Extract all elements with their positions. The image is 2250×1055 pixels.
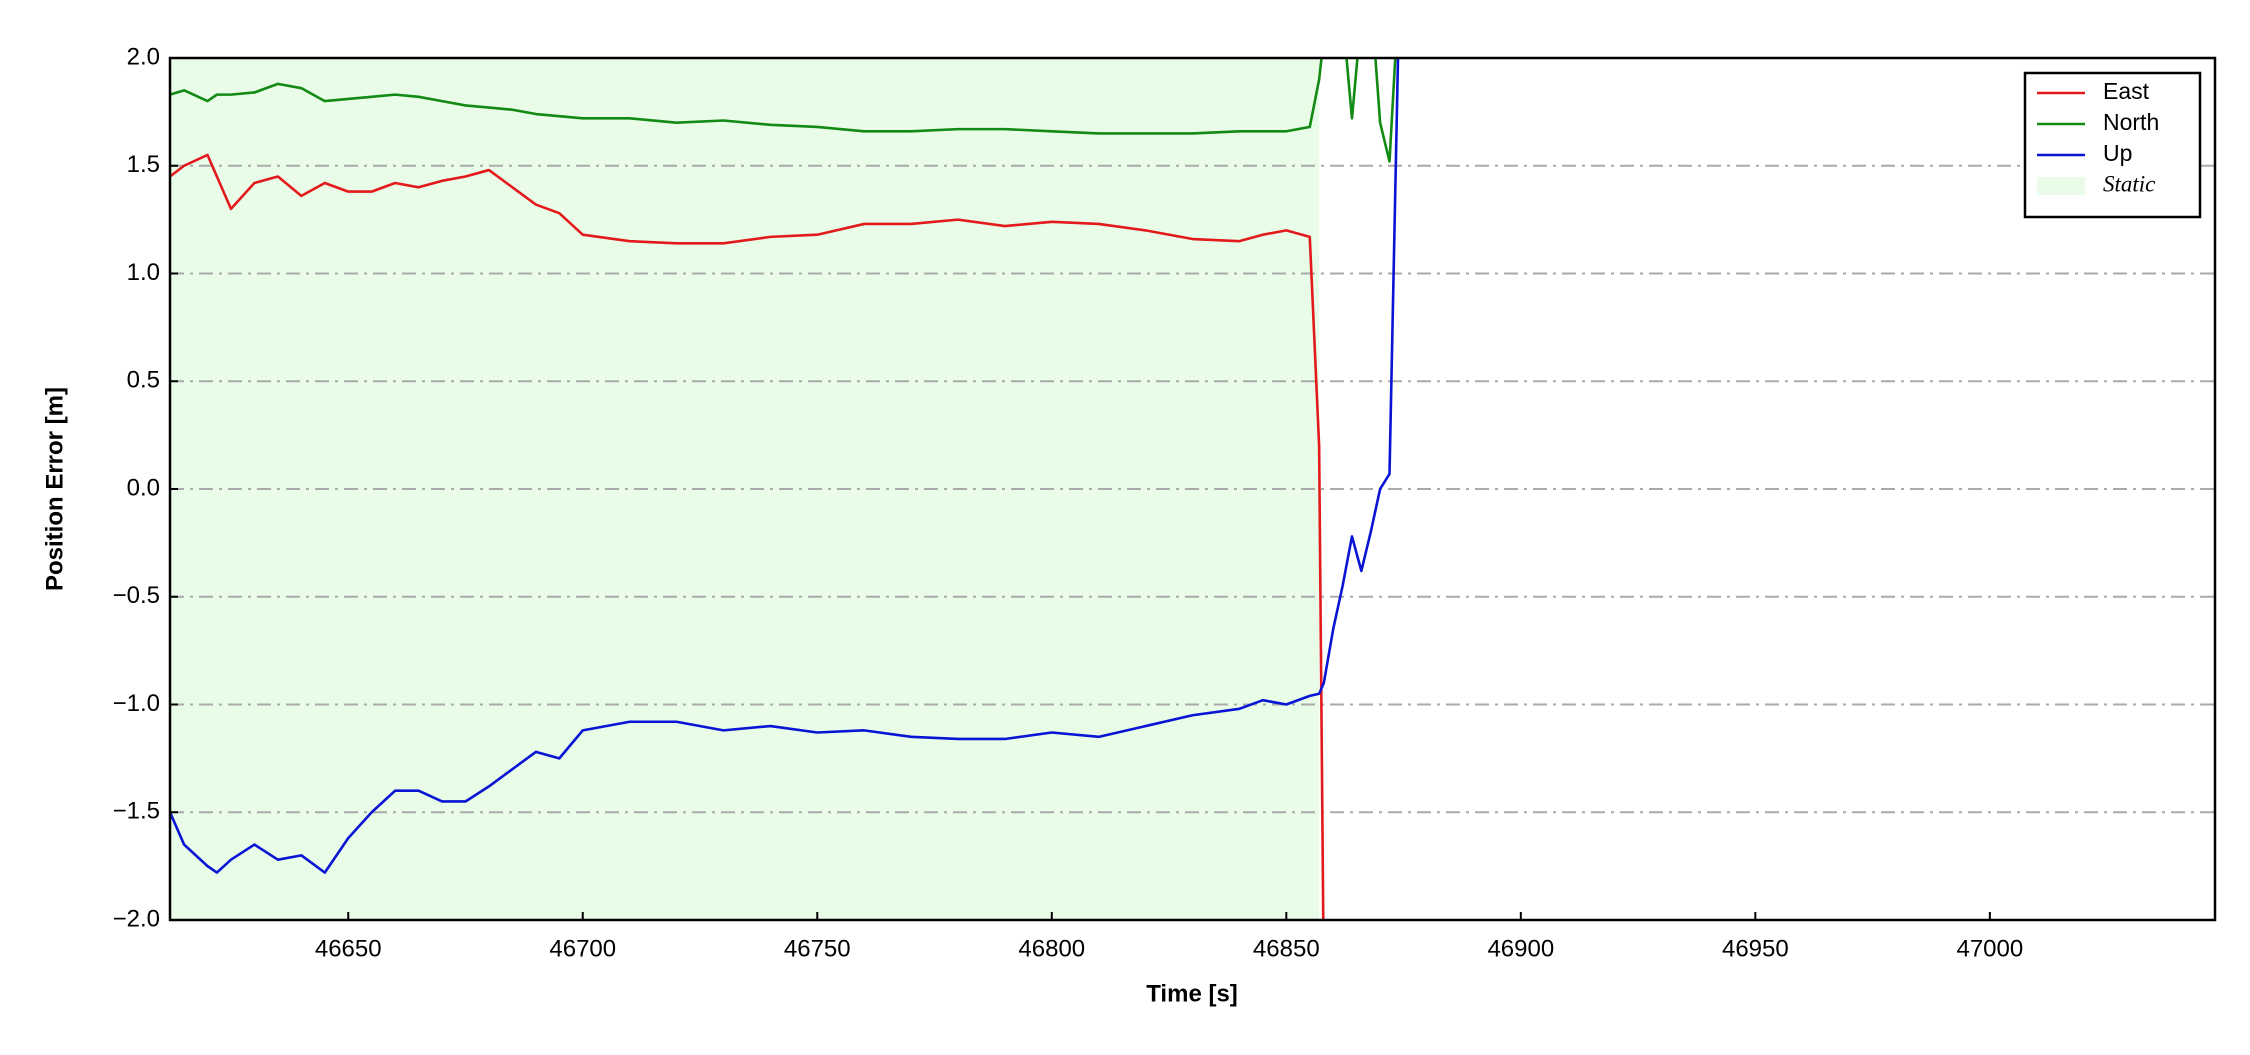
y-tick-label: 1.5: [127, 151, 160, 178]
y-tick-label: 2.0: [127, 43, 160, 70]
x-tick-label: 46650: [315, 935, 382, 962]
y-tick-label: −1.0: [113, 690, 160, 717]
x-tick-label: 46850: [1253, 935, 1320, 962]
x-axis-label: Time [s]: [1146, 980, 1238, 1007]
y-axis-label: Position Error [m]: [41, 387, 68, 591]
legend-label: Static: [2103, 171, 2155, 196]
x-tick-label: 46750: [784, 935, 851, 962]
ticks: −2.0 −1.5 −1.0 −0.5 0.0 0.5 1.0 1.5 2.0 46650 4670…: [113, 43, 2024, 962]
series-line: [170, 58, 1400, 874]
plot-background: [170, 58, 1320, 920]
y-tick-label: −0.5: [113, 582, 160, 609]
static-span: [170, 58, 1320, 920]
series-lines: [170, 58, 1400, 920]
x-tick-label: 47000: [1956, 935, 2023, 962]
series-line: [170, 58, 1397, 163]
x-tick-label: 46900: [1487, 935, 1554, 962]
series-line: [170, 153, 1325, 920]
x-tick-label: 46700: [549, 935, 616, 962]
y-tick-label: −2.0: [113, 905, 160, 932]
x-tick-label: 46950: [1722, 935, 1789, 962]
x-tick-label: 46800: [1018, 935, 1085, 962]
legend-label: East: [2103, 78, 2150, 104]
legend-label: Up: [2103, 140, 2132, 166]
y-tick-label: 0.5: [127, 367, 160, 394]
y-tick-label: −1.5: [113, 798, 160, 825]
y-tick-label: 0.0: [127, 474, 160, 501]
legend-label: North: [2103, 109, 2159, 135]
legend: East North Up Static: [2023, 71, 2202, 219]
legend-swatch: [2037, 177, 2085, 195]
y-tick-label: 1.0: [127, 259, 160, 286]
